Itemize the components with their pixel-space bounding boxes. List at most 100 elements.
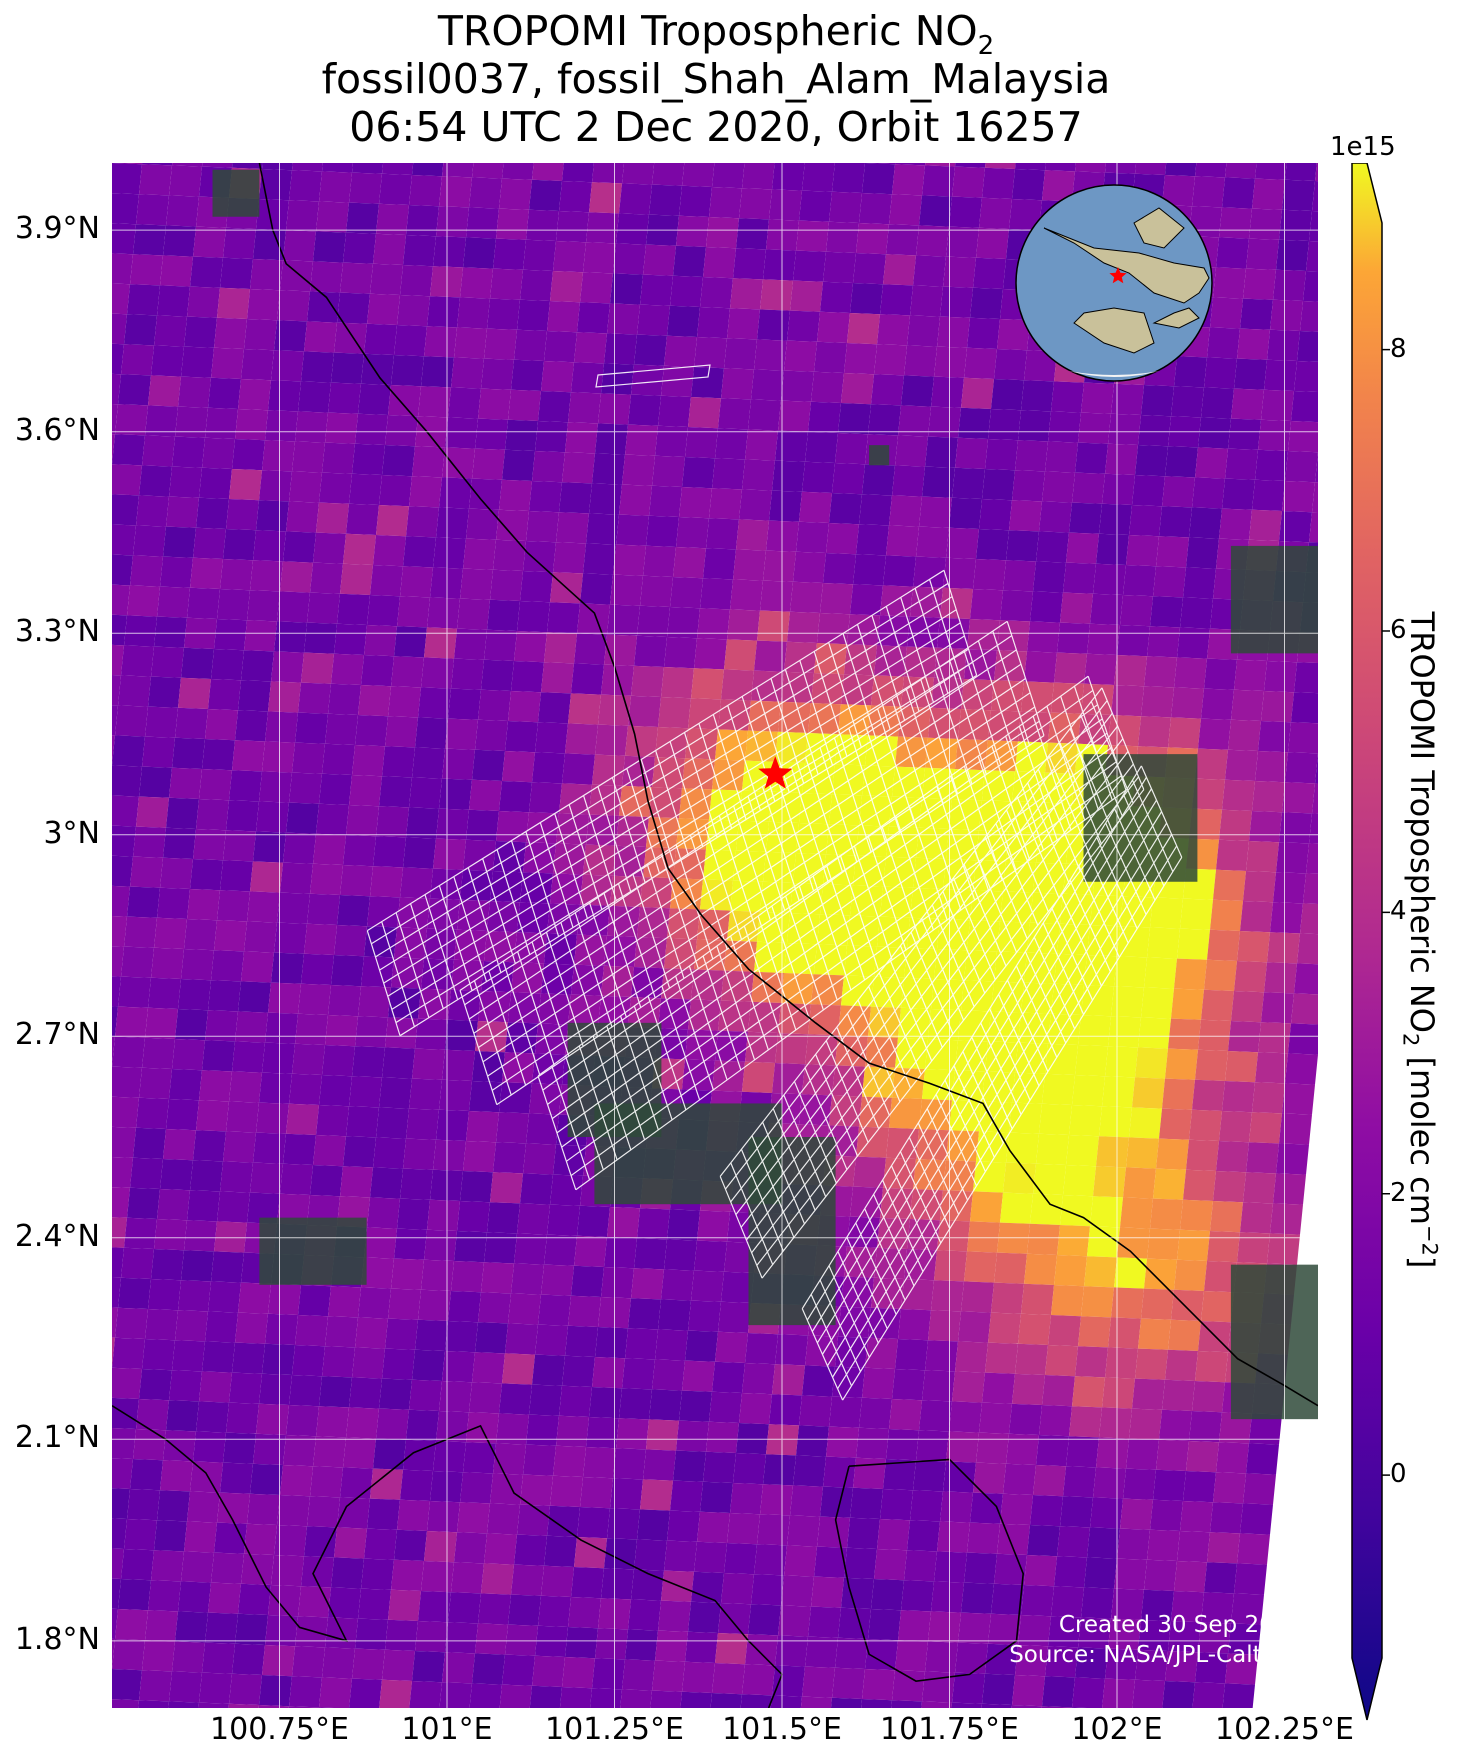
no2-pixel <box>142 1339 175 1371</box>
no2-pixel <box>1051 1586 1084 1618</box>
no2-pixel <box>133 1127 166 1159</box>
no2-pixel <box>1072 1677 1105 1708</box>
map-panel[interactable] <box>112 163 1318 1708</box>
no2-pixel <box>667 607 700 639</box>
no2-pixel <box>505 1624 538 1656</box>
no2-pixel <box>112 283 130 315</box>
no2-pixel <box>229 770 262 802</box>
no2-pixel <box>1279 209 1312 241</box>
no2-pixel <box>727 1513 760 1545</box>
no2-pixel <box>484 1232 517 1264</box>
no2-pixel <box>508 389 541 421</box>
no2-pixel <box>316 1406 349 1438</box>
no2-pixel <box>349 473 382 505</box>
no2-pixel <box>706 217 739 249</box>
no2-pixel <box>1024 651 1057 683</box>
no2-pixel <box>1177 627 1210 659</box>
no2-pixel <box>1030 1193 1063 1225</box>
no2-pixel <box>670 577 703 609</box>
no2-pixel <box>274 320 307 352</box>
no2-pixel <box>745 1333 778 1365</box>
no2-pixel <box>1174 356 1207 388</box>
no2-pixel <box>1282 179 1315 211</box>
no2-pixel <box>214 317 247 349</box>
no2-pixel <box>121 1247 154 1279</box>
no2-pixel <box>394 927 427 959</box>
no2-map[interactable] <box>112 163 1318 1708</box>
no2-pixel <box>1126 1438 1159 1470</box>
no2-pixel <box>1192 778 1225 810</box>
no2-pixel <box>448 688 481 720</box>
no2-pixel <box>223 1432 256 1464</box>
no2-pixel <box>169 466 202 498</box>
no2-pixel <box>112 1006 118 1037</box>
no2-pixel <box>364 1528 397 1560</box>
no2-pixel <box>1249 811 1282 843</box>
no2-pixel <box>1071 1707 1087 1708</box>
no2-pixel <box>952 1371 985 1403</box>
no2-pixel <box>268 982 301 1014</box>
no2-pixel <box>361 1257 394 1289</box>
no2-pixel <box>298 1586 331 1618</box>
no2-pixel <box>748 399 781 431</box>
no2-pixel <box>136 796 169 828</box>
no2-pixel <box>211 347 244 379</box>
no2-pixel <box>1084 1256 1117 1288</box>
no2-pixel <box>391 1258 424 1290</box>
no2-pixel <box>1213 1171 1246 1203</box>
no2-pixel <box>388 1288 421 1320</box>
no2-pixel <box>373 233 406 265</box>
no2-pixel <box>499 781 532 813</box>
no2-pixel <box>1303 271 1318 302</box>
no2-pixel <box>1258 419 1291 451</box>
no2-pixel <box>952 166 985 198</box>
no2-pixel <box>994 951 1027 983</box>
no2-pixel <box>1213 1472 1246 1504</box>
no2-pixel <box>229 469 262 501</box>
source-star-marker[interactable] <box>758 756 793 789</box>
no2-pixel <box>886 224 919 256</box>
no2-pixel <box>784 340 817 372</box>
no2-pixel <box>1123 565 1156 597</box>
no2-pixel <box>1105 1347 1138 1379</box>
no2-pixel <box>514 329 547 361</box>
no2-pixel <box>712 1060 745 1092</box>
no2-pixel <box>370 1468 403 1500</box>
no2-pixel <box>265 1313 298 1345</box>
no2-pixel <box>988 409 1021 441</box>
no2-pixel <box>526 511 559 543</box>
no2-pixel <box>442 163 474 178</box>
no2-pixel <box>385 415 418 447</box>
no2-pixel <box>1138 1017 1171 1049</box>
no2-pixel <box>1282 481 1315 513</box>
no2-pixel <box>1231 689 1264 721</box>
no2-pixel <box>349 1377 382 1409</box>
no2-pixel <box>565 1325 598 1357</box>
no2-pixel <box>616 213 649 245</box>
no2-pixel <box>601 664 634 696</box>
no2-pixel <box>1099 1106 1132 1138</box>
no2-pixel <box>586 212 619 244</box>
no2-pixel <box>1108 413 1141 445</box>
no2-pixel <box>547 1505 580 1537</box>
no2-pixel <box>589 182 622 214</box>
no2-pixel <box>1069 1406 1102 1438</box>
no2-pixel <box>520 269 553 301</box>
no2-pixel <box>898 1610 931 1642</box>
lat-tick-label: 1.8°N <box>14 1621 100 1657</box>
swath-grid <box>366 569 978 1037</box>
no2-pixel <box>841 1577 874 1609</box>
no2-pixel <box>373 535 406 567</box>
no2-pixel <box>1201 1291 1234 1323</box>
no2-pixel <box>334 623 367 655</box>
no2-pixel <box>589 1387 622 1419</box>
no2-pixel <box>199 1672 232 1704</box>
no2-pixel <box>664 1540 697 1572</box>
no2-pixel <box>835 1637 868 1669</box>
no2-pixel <box>301 652 334 684</box>
no2-pixel <box>1195 1351 1228 1383</box>
no2-pixel <box>1198 718 1231 750</box>
no2-pixel <box>1162 1681 1195 1708</box>
no2-pixel <box>601 363 634 395</box>
no2-pixel <box>238 1282 271 1314</box>
